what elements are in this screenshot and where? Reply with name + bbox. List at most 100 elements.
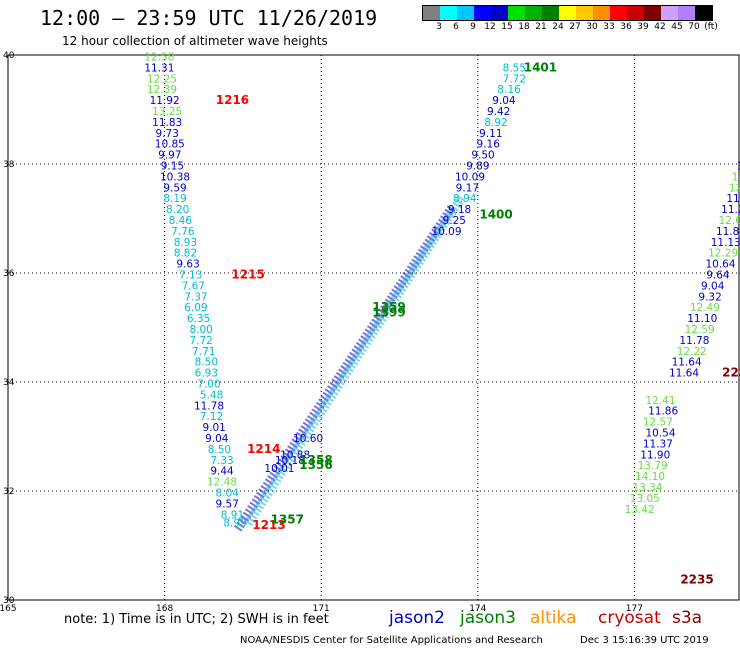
wave-height-label: 11.24 [721, 204, 740, 216]
pass-time-label: 1356 [299, 458, 332, 472]
wave-height-label: 10.01 [264, 463, 294, 475]
wave-height-label: 9.04 [492, 95, 516, 107]
colorbar-label: (ft) [704, 22, 718, 32]
wave-height-label: 13.79 [638, 460, 668, 472]
page-title: 12:00 – 23:59 UTC 11/26/2019 [40, 6, 378, 30]
wave-height-label: 9.50 [471, 150, 494, 162]
wave-height-label: 14.10 [635, 471, 665, 483]
colorbar-label: 21 [535, 22, 547, 32]
colorbar-swatch [508, 6, 525, 20]
y-tick-label: 32 [3, 487, 14, 497]
colorbar-label: 27 [569, 22, 581, 32]
wave-height-label: 13.05 [630, 493, 660, 505]
colorbar-label: 18 [518, 22, 530, 32]
credit-date: Dec 3 15:16:39 UTC 2019 [580, 635, 709, 646]
wave-height-label: 7.72 [503, 73, 526, 85]
colorbar-swatch [695, 6, 712, 20]
wave-height-label: 9.57 [216, 498, 239, 510]
wave-height-label: 13.34 [632, 482, 662, 494]
colorbar-swatch [627, 6, 644, 20]
wave-height-label: 10.60 [293, 433, 323, 445]
pass-time-label: 1214 [247, 442, 280, 456]
wave-height-label: 11.37 [643, 438, 673, 450]
wave-height-label: 11.31 [144, 62, 174, 74]
pass-time-label: 1359 [372, 300, 405, 314]
x-tick-label: 165 [0, 604, 17, 614]
wave-height-label: 12.61 [719, 215, 740, 227]
wave-height-label: 11.13 [711, 237, 740, 249]
pass-time-label: 2235 [680, 573, 713, 587]
wave-height-label: 12.41 [645, 395, 675, 407]
wave-height-label: 8.04 [216, 487, 240, 499]
map-frame [7, 54, 740, 601]
pass-time-label: 2234 [722, 366, 740, 380]
wave-height-label: 11.64 [672, 357, 702, 369]
wave-height-label: 11.72 [737, 160, 740, 172]
wave-height-label: 12.25 [147, 73, 177, 85]
wave-height-label: 10.09 [431, 226, 461, 238]
wave-height-label: 10.64 [705, 259, 735, 271]
wave-height-label: 6.09 [184, 302, 207, 314]
wave-height-label: 12.59 [685, 324, 715, 336]
wave-height-label: 9.89 [466, 160, 489, 172]
wave-height-label: 7.00 [197, 378, 220, 390]
colorbar-swatch [440, 6, 457, 20]
wave-height-label: 9.16 [477, 139, 501, 151]
wave-height-label: 11.64 [669, 368, 699, 380]
wave-height-label: 9.18 [448, 204, 471, 216]
wave-height-label: 7.12 [200, 411, 223, 423]
x-tick-label: 177 [626, 604, 643, 614]
wave-height-label: 8.46 [169, 215, 193, 227]
colorbar-label: 70 [688, 22, 700, 32]
legend-entry-s3a: s3a [672, 608, 703, 628]
page-subtitle: 12 hour collection of altimeter wave hei… [62, 34, 328, 48]
wave-height-label: 11.90 [640, 449, 670, 461]
wave-height-label: 9.17 [456, 182, 479, 194]
wave-height-label: 8.91 [221, 509, 244, 521]
legend-entry-jason2: jason2 [389, 608, 445, 628]
x-tick-label: 174 [469, 604, 486, 614]
wave-height-label: 7.37 [184, 291, 207, 303]
colorbar-swatch [491, 6, 508, 20]
wave-height-label: 11.84 [726, 193, 740, 205]
wave-height-label: 7.33 [210, 455, 233, 467]
wave-height-label: 8.99 [223, 517, 246, 529]
wave-height-label: 10.85 [155, 139, 185, 151]
colorbar-swatch [525, 6, 542, 20]
wave-height-label: 8.00 [189, 324, 212, 336]
legend-entry-altika: altika [530, 608, 577, 628]
colorbar-label: 33 [603, 22, 615, 32]
colorbar-label: 6 [453, 22, 459, 32]
colorbar-swatch [678, 6, 695, 20]
wave-height-label: 9.15 [161, 160, 184, 172]
wave-height-label: 12.49 [690, 302, 720, 314]
wave-height-label: 7.71 [192, 346, 215, 358]
wave-height-label: 11.86 [648, 406, 678, 418]
wave-height-label: 7.67 [182, 280, 205, 292]
wave-height-label: 10.38 [160, 171, 190, 183]
colorbar-label: 3 [436, 22, 442, 32]
wave-height-label: 11.92 [150, 95, 180, 107]
pass-time-label: 1358 [299, 453, 332, 467]
wave-height-label: 12.29 [708, 248, 738, 260]
footer-note: note: 1) Time is in UTC; 2) SWH is in fe… [64, 612, 329, 627]
colorbar-swatch [474, 6, 491, 20]
y-tick-label: 34 [3, 378, 15, 388]
wave-height-label: 7.13 [179, 269, 202, 281]
pass-time-label: 1401 [524, 60, 557, 74]
y-tick-label: 30 [3, 596, 15, 606]
pass-time-label: 1357 [271, 513, 304, 527]
credit-text: NOAA/NESDIS Center for Satellite Applica… [240, 635, 543, 646]
wave-height-label: 6.35 [187, 313, 210, 325]
wave-height-label: 11.78 [194, 400, 224, 412]
wave-height-label: 12.22 [677, 346, 707, 358]
wave-height-label: 7.76 [171, 226, 195, 238]
wave-height-label: 9.25 [443, 215, 466, 227]
pass-time-label: 1213 [252, 518, 285, 532]
wave-height-label: 12.01 [729, 182, 740, 194]
colorbar-label: 12 [484, 22, 496, 32]
wave-height-label: 8.19 [163, 193, 186, 205]
colorbar-label: 36 [620, 22, 632, 32]
